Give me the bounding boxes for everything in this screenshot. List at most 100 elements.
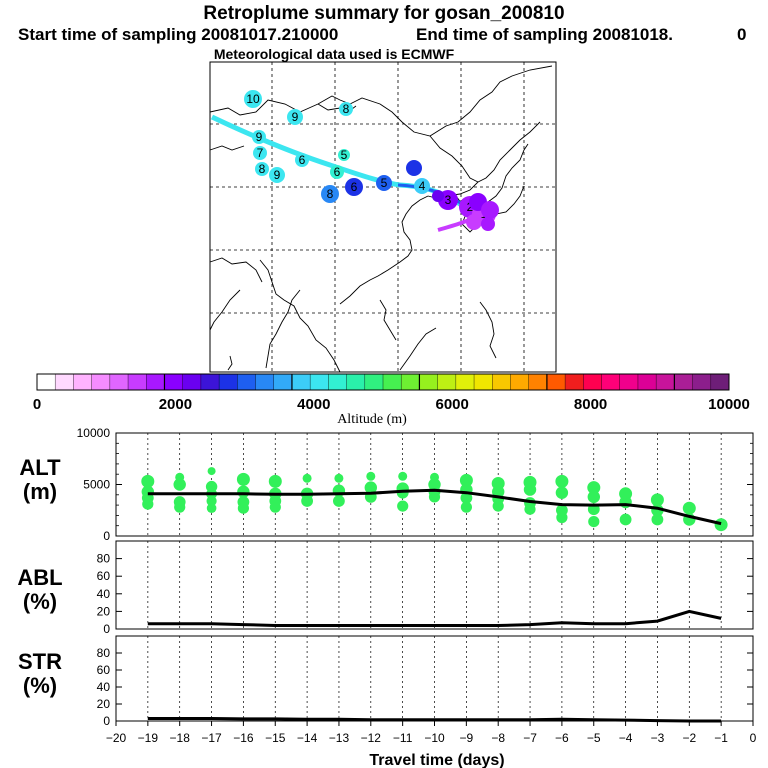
y-tick-label: 0 (103, 714, 110, 728)
colorbar-swatch (91, 374, 111, 390)
y-tick-label: 60 (97, 569, 111, 583)
map-marker-label: 6 (299, 153, 306, 167)
alt-point (714, 518, 728, 532)
alt-point (459, 473, 473, 487)
abl-line (147, 609, 722, 627)
colorbar-swatch (128, 374, 147, 390)
map-marker-label: 2 (467, 200, 474, 214)
colorbar-swatch (55, 374, 74, 390)
y-tick-label: 40 (97, 587, 111, 601)
x-tick-label: 0 (750, 731, 757, 745)
map-plume-dot (481, 217, 495, 231)
colorbar-swatch (383, 374, 402, 390)
y-tick-label: 0 (103, 622, 110, 636)
colorbar-swatch (637, 374, 657, 390)
colorbar-swatch (346, 374, 366, 390)
alt-point (174, 501, 186, 513)
x-tick-label: −1 (714, 731, 728, 745)
colorbar-swatch (273, 374, 293, 390)
y-tick-label: 20 (97, 697, 111, 711)
alt-point (651, 513, 664, 526)
map-plume-dot (406, 160, 422, 176)
alt-point (555, 486, 569, 499)
map-coastlines (209, 65, 553, 373)
map-marker-dot (330, 165, 344, 179)
map-marker: 9 (252, 130, 266, 144)
colorbar-swatch (310, 374, 329, 390)
map-marker-label: 3 (445, 193, 452, 207)
map-markers: 109897689568654321 (244, 90, 499, 231)
colorbar: 0 2000 4000 6000 8000 10000 (33, 373, 750, 413)
x-tick-label: −5 (587, 731, 601, 745)
panel-abl: 80 60 40 20 0 (97, 540, 754, 636)
y-tick-label: 0 (103, 529, 110, 543)
colorbar-swatch (656, 374, 675, 390)
alt-point (236, 472, 250, 486)
map-marker-dot (414, 178, 430, 194)
alt-label-line1: ALT (19, 455, 61, 480)
y-tick-label: 60 (97, 663, 111, 677)
colorbar-swatch (182, 374, 202, 390)
map-marker: 6 (295, 153, 309, 167)
map-marker: 8 (255, 162, 269, 176)
colorbar-swatch (474, 374, 493, 390)
y-tick-label: 20 (97, 604, 111, 618)
alt-point (619, 513, 632, 526)
alt-point (334, 473, 344, 483)
map-graticule (210, 62, 556, 372)
x-axis-label: Travel time (days) (369, 752, 504, 768)
colorbar-swatch (546, 374, 566, 390)
x-tick-label: −12 (361, 731, 382, 745)
map-marker: 7 (253, 146, 267, 160)
chart-title: Retroplume summary for gosan_200810 (203, 3, 565, 24)
map-marker-label: 5 (381, 176, 388, 190)
alt-point (587, 481, 601, 495)
map-frame (209, 61, 557, 373)
map-marker-label: 8 (259, 162, 266, 176)
alt-point (301, 495, 313, 507)
colorbar-swatch (419, 374, 439, 390)
map-marker-dot (269, 167, 285, 183)
alt-point (492, 500, 504, 512)
alt-point (141, 474, 155, 488)
abl-label-line1: ABL (17, 565, 63, 590)
map-marker: 10 (244, 90, 262, 108)
map-marker-dot (376, 175, 392, 191)
alt-point (650, 493, 664, 507)
x-tick-label: −14 (297, 731, 318, 745)
alt-point (588, 516, 600, 528)
map-marker-dot (287, 109, 303, 125)
map-marker-dot (253, 146, 267, 160)
map-marker-label: 9 (256, 130, 263, 144)
colorbar-swatch (146, 374, 165, 390)
map-plume-dot (481, 201, 499, 219)
abl-label-line2: (%) (22, 589, 58, 614)
map-marker: 9 (287, 109, 303, 125)
alt-point (302, 473, 312, 483)
map-marker-dot (252, 130, 266, 144)
start-time-label: Start time of sampling 20081017.210000 (18, 25, 339, 44)
colorbar-swatch (109, 374, 129, 390)
map-marker: 5 (338, 148, 350, 162)
str-label-line2: (%) (22, 673, 58, 698)
x-tick-label: −20 (106, 731, 127, 745)
colorbar-tick-label: 4000 (297, 396, 330, 413)
colorbar-swatch (219, 374, 238, 390)
colorbar-axis-label: Altitude (m) (337, 412, 407, 427)
map-marker-dot (244, 90, 262, 108)
alt-point (398, 471, 408, 481)
map-marker: 8 (321, 185, 339, 203)
map-marker-label: 9 (274, 168, 281, 182)
x-tick-label: −8 (491, 731, 505, 745)
colorbar-swatch (328, 374, 348, 390)
map-marker-label: 8 (327, 187, 334, 201)
colorbar-swatch (583, 374, 603, 390)
map-panel: 109897689568654321 (209, 61, 557, 373)
colorbar-swatch (528, 374, 548, 390)
y-tick-label: 5000 (83, 478, 110, 492)
x-tick-label: −7 (523, 731, 537, 745)
y-tick-label: 80 (97, 646, 111, 660)
alt-point (268, 474, 282, 488)
map-plume-dot (466, 214, 482, 230)
